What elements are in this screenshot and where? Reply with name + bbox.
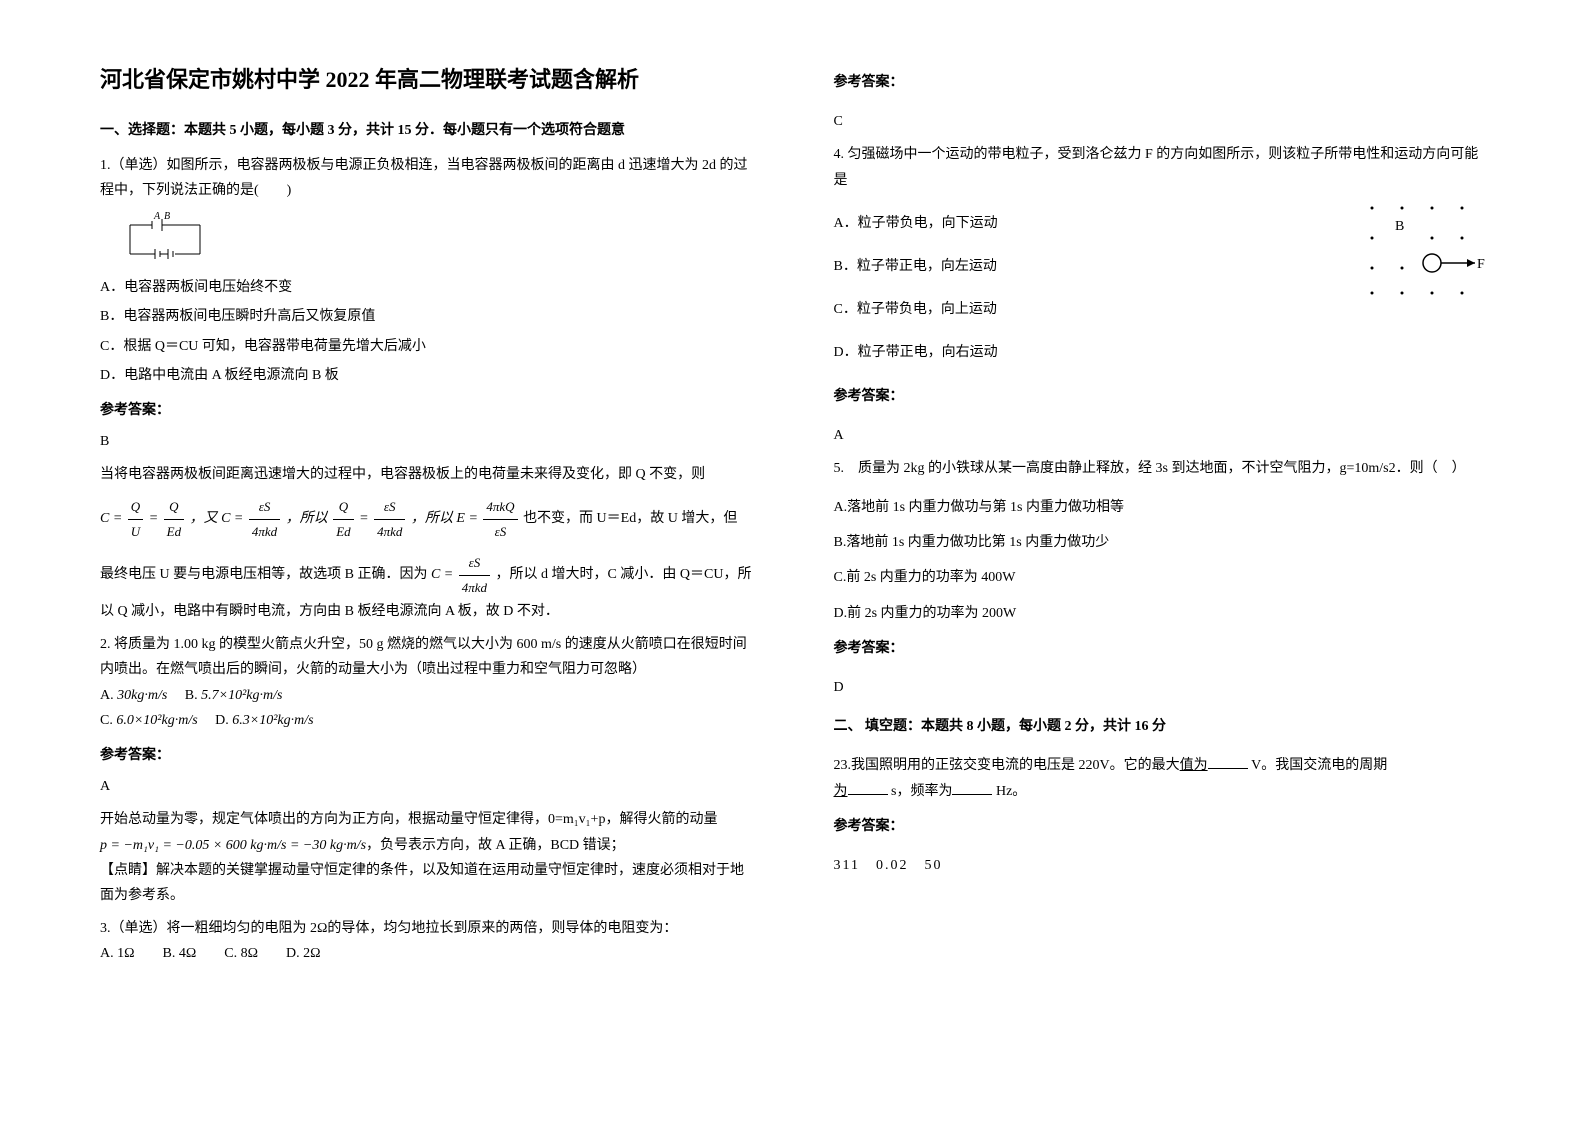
right-column: 参考答案： C 4. 匀强磁场中一个运动的带电粒子，受到洛仑兹力 F 的方向如图…	[834, 60, 1488, 1062]
q4-answer: A	[834, 423, 1488, 448]
q4-answer-label: 参考答案：	[834, 384, 1488, 409]
q4-optD: D．粒子带正电，向右运动	[834, 340, 1488, 365]
q2-optB-val: 5.7×10²kg·m/s	[201, 688, 282, 703]
formula-e-eq: E =	[456, 512, 478, 527]
comma-you: ，又	[190, 512, 218, 527]
circuit-diagram: A B	[120, 209, 220, 269]
q23-answer: 311 0.02 50	[834, 853, 1488, 878]
q3-answer: C	[834, 109, 1488, 134]
q23-mid2: s，频率为	[891, 784, 952, 799]
formula-c-eq: C =	[100, 512, 122, 527]
question-1: 1.（单选）如图所示，电容器两极板与电源正负极相连，当电容器两极板间的距离由 d…	[100, 153, 754, 624]
q23-blank3	[952, 779, 992, 795]
question-5: 5. 质量为 2kg 的小铁球从某一高度由静止释放，经 3s 到达地面，不计空气…	[834, 456, 1488, 700]
left-column: 河北省保定市姚村中学 2022 年高二物理联考试题含解析 一、选择题：本题共 5…	[100, 60, 754, 1062]
q23-prefix: 23.我国照明用的正弦交变电流的电压是 220V。它的最大	[834, 758, 1180, 773]
q2-optA-val: 30kg·m/s	[117, 688, 167, 703]
q2-optD-val: 6.3×10²kg·m/s	[232, 713, 313, 728]
q4-text: 4. 匀强磁场中一个运动的带电粒子，受到洛仑兹力 F 的方向如图所示，则该粒子所…	[834, 142, 1488, 192]
q23-suffix: Hz。	[996, 784, 1026, 799]
q2-optB-label: B.	[185, 688, 198, 703]
q23-blank2	[848, 779, 888, 795]
svg-text:F: F	[1477, 257, 1485, 272]
q2-options-row2: C. 6.0×10²kg·m/s D. 6.3×10²kg·m/s	[100, 708, 754, 733]
q3-answer-label: 参考答案：	[834, 70, 1488, 95]
formula-c-eq3: C =	[431, 567, 453, 582]
q1-optC: C．根据 Q＝CU 可知，电容器带电荷量先增大后减小	[100, 334, 754, 359]
q5-answer-label: 参考答案：	[834, 636, 1488, 661]
q2-answer: A	[100, 774, 754, 799]
q2-answer-label: 参考答案：	[100, 743, 754, 768]
formula-c-eq2: C =	[221, 512, 243, 527]
magnetic-field-diagram: B F	[1357, 193, 1487, 303]
q2-optA-label: A.	[100, 688, 114, 703]
q1-optA: A．电容器两板间电压始终不变	[100, 275, 754, 300]
q2-optC-val: 6.0×10²kg·m/s	[116, 713, 197, 728]
svg-text:B: B	[1395, 219, 1404, 234]
comma-suoyi2: ，所以	[411, 512, 453, 527]
q2-explain1: 开始总动量为零，规定气体喷出的方向为正方向，根据动量守恒定律得，0=m₁v₁+p…	[100, 807, 754, 832]
q3-text: 3.（单选）将一粗细均匀的电阻为 2Ω的导体，均匀地拉长到原来的两倍，则导体的电…	[100, 916, 754, 941]
q2-formula-line: p = −m₁v₁ = −0.05 × 600 kg·m/s = −30 kg·…	[100, 833, 754, 858]
q1-explain1: 当将电容器两极板间距离迅速增大的过程中，电容器极板上的电荷量未来得及变化，即 Q…	[100, 462, 754, 487]
q23-underline1: 值为	[1180, 758, 1208, 773]
question-2: 2. 将质量为 1.00 kg 的模型火箭点火升空，50 g 燃烧的燃气以大小为…	[100, 632, 754, 908]
q5-optD: D.前 2s 内重力的功率为 200W	[834, 601, 1488, 626]
q23-underline2: 为	[834, 784, 848, 799]
question-23: 23.我国照明用的正弦交变电流的电压是 220V。它的最大值为 V。我国交流电的…	[834, 753, 1488, 803]
q2-options-row1: A. 30kg·m/s B. 5.7×10²kg·m/s	[100, 683, 754, 708]
q23-answer-label: 参考答案：	[834, 814, 1488, 839]
section1-header: 一、选择题：本题共 5 小题，每小题 3 分，共计 15 分．每小题只有一个选项…	[100, 118, 754, 143]
q2-explain3: 【点睛】解决本题的关键掌握动量守恒定律的条件，以及知道在运用动量守恒定律时，速度…	[100, 858, 754, 908]
q1-optB: B．电容器两板间电压瞬时升高后又恢复原值	[100, 304, 754, 329]
q1-explain2-suffix: 也不变，而 U＝Ed，故 U 增大，但	[523, 512, 737, 527]
q5-text: 5. 质量为 2kg 的小铁球从某一高度由静止释放，经 3s 到达地面，不计空气…	[834, 456, 1488, 481]
q1-optD: D．电路中电流由 A 板经电源流向 B 板	[100, 363, 754, 388]
q5-optC: C.前 2s 内重力的功率为 400W	[834, 565, 1488, 590]
svg-text:A: A	[153, 211, 161, 222]
q5-options: A.落地前 1s 内重力做功与第 1s 内重力做功相等 B.落地前 1s 内重力…	[834, 495, 1488, 626]
page-title: 河北省保定市姚村中学 2022 年高二物理联考试题含解析	[100, 60, 754, 100]
q2-formula: p = −m₁v₁ = −0.05 × 600 kg·m/s = −30 kg·…	[100, 838, 366, 853]
q3-opts: A. 1Ω B. 4Ω C. 8Ω D. 2Ω	[100, 941, 754, 966]
comma-suoyi: ，所以	[286, 512, 328, 527]
q2-explain2: ，负号表示方向，故 A 正确，BCD 错误；	[366, 838, 625, 853]
q2-optD-label: D.	[215, 713, 229, 728]
question-3: 3.（单选）将一粗细均匀的电阻为 2Ω的导体，均匀地拉长到原来的两倍，则导体的电…	[100, 916, 754, 966]
section2-header: 二、 填空题：本题共 8 小题，每小题 2 分，共计 16 分	[834, 714, 1488, 739]
q2-text: 2. 将质量为 1.00 kg 的模型火箭点火升空，50 g 燃烧的燃气以大小为…	[100, 632, 754, 682]
svg-text:B: B	[164, 211, 170, 222]
q1-options: A．电容器两板间电压始终不变 B．电容器两板间电压瞬时升高后又恢复原值 C．根据…	[100, 275, 754, 388]
q1-answer-label: 参考答案：	[100, 398, 754, 423]
q23-blank1	[1208, 753, 1248, 769]
q1-explain-mid: 最终电压 U 要与电源电压相等，故选项 B 正确．因为 C = εS4πkd ，…	[100, 551, 754, 624]
q5-answer: D	[834, 675, 1488, 700]
q1-answer: B	[100, 429, 754, 454]
q5-optA: A.落地前 1s 内重力做功与第 1s 内重力做功相等	[834, 495, 1488, 520]
q2-optC-label: C.	[100, 713, 113, 728]
q1-text: 1.（单选）如图所示，电容器两极板与电源正负极相连，当电容器两极板间的距离由 d…	[100, 153, 754, 203]
question-4: 4. 匀强磁场中一个运动的带电粒子，受到洛仑兹力 F 的方向如图所示，则该粒子所…	[834, 142, 1488, 448]
q23-mid1: V。我国交流电的周期	[1251, 758, 1387, 773]
q1-formula1: C = QU = QEd ，又 C = εS4πkd ，所以 QEd = εS4…	[100, 495, 754, 543]
q5-optB: B.落地前 1s 内重力做功比第 1s 内重力做功少	[834, 530, 1488, 555]
